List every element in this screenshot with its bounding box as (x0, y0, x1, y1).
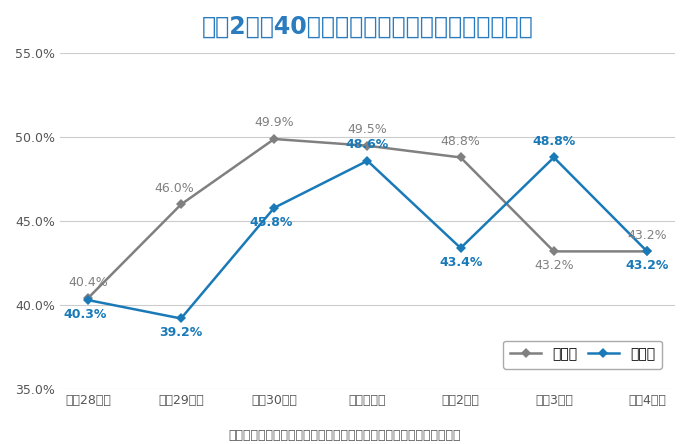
Text: 48.8%: 48.8% (441, 135, 480, 148)
Text: 45.8%: 45.8% (250, 216, 293, 229)
Legend: 愛知県, 刷谷市: 愛知県, 刷谷市 (503, 341, 662, 369)
愛知県 (177, 202, 185, 207)
Text: 48.8%: 48.8% (532, 135, 575, 148)
Line: 刷谷市: 刷谷市 (84, 154, 651, 322)
刷谷市 (177, 316, 185, 321)
Text: 43.2%: 43.2% (534, 259, 573, 272)
愛知県 (270, 136, 278, 142)
刷谷市 (643, 249, 651, 254)
Line: 愛知県: 愛知県 (84, 135, 651, 302)
愛知県 (643, 249, 651, 254)
刷谷市 (550, 155, 558, 160)
Text: 40.3%: 40.3% (63, 308, 107, 321)
愛知県 (550, 249, 558, 254)
Text: 43.4%: 43.4% (439, 256, 482, 269)
愛知県 (364, 143, 372, 148)
Text: 39.2%: 39.2% (159, 326, 203, 339)
愛知県 (83, 296, 92, 301)
Text: 43.2%: 43.2% (625, 259, 669, 272)
刷谷市 (83, 297, 92, 303)
Text: 49.5%: 49.5% (348, 123, 387, 136)
Text: 46.0%: 46.0% (154, 182, 194, 195)
Text: 43.2%: 43.2% (627, 229, 667, 242)
Text: 48.6%: 48.6% (346, 138, 389, 151)
Title: 『図2』　40歳で歯周炎を有する者の割合の推移: 『図2』 40歳で歯周炎を有する者の割合の推移 (201, 15, 533, 39)
Text: 49.9%: 49.9% (255, 116, 294, 129)
Text: 【資料】刷谷市：歯科健康診査　愛知県：愛知県の歯科保健データ集: 【資料】刷谷市：歯科健康診査 愛知県：愛知県の歯科保健データ集 (229, 429, 461, 442)
刷谷市 (457, 246, 465, 251)
Text: 40.4%: 40.4% (68, 276, 108, 289)
愛知県 (457, 155, 465, 160)
刷谷市 (270, 205, 278, 210)
刷谷市 (364, 158, 372, 163)
